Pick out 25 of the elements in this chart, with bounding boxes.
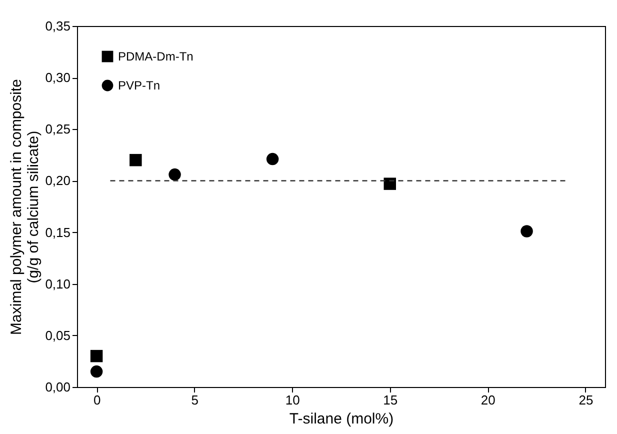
point bbox=[520, 225, 533, 238]
point bbox=[168, 168, 181, 181]
y-tick-label: 0,05 bbox=[45, 328, 70, 343]
x-tick-label: 25 bbox=[578, 392, 594, 408]
legend-label: PVP-Tn bbox=[118, 78, 160, 92]
legend-label: PDMA-Dm-Tn bbox=[118, 50, 194, 64]
y-tick-label: 0,25 bbox=[45, 122, 70, 137]
x-tick-label: 20 bbox=[480, 392, 496, 408]
y-tick-label: 0,00 bbox=[45, 380, 70, 394]
point bbox=[384, 178, 396, 190]
y-tick-label: 0,30 bbox=[45, 70, 70, 86]
y-tick-label: 0,20 bbox=[45, 173, 70, 188]
x-tick-label: 15 bbox=[383, 392, 398, 408]
x-tick-label: 5 bbox=[191, 392, 198, 408]
y-axis-title: Maximal polymer amount in composite (g/g of calcium silicate) bbox=[8, 79, 42, 335]
point bbox=[90, 365, 103, 378]
x-tick-label: 10 bbox=[285, 392, 300, 408]
point bbox=[266, 152, 279, 166]
y-tick-label: 0,35 bbox=[45, 18, 70, 34]
x-tick-label: 0 bbox=[93, 392, 101, 408]
point bbox=[90, 350, 103, 362]
y-tick-label: 0,15 bbox=[45, 224, 70, 240]
y-tick-label: 0,10 bbox=[45, 276, 70, 292]
x-axis-title: T-silane (mol%) bbox=[289, 410, 394, 428]
point bbox=[130, 154, 142, 166]
